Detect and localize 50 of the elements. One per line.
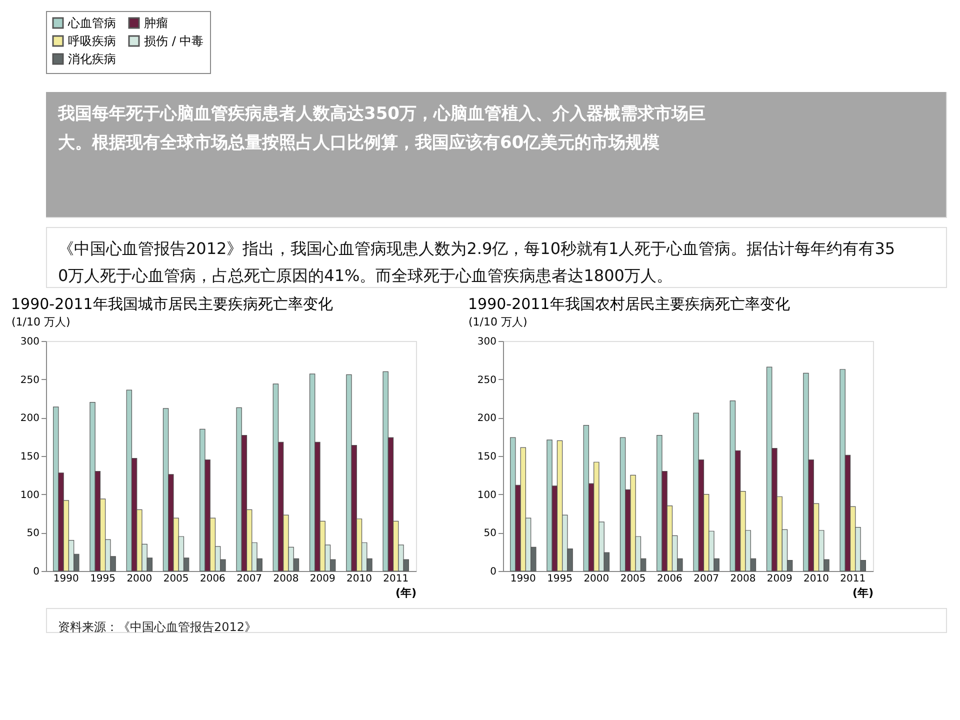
chart-title: 1990-2011年我国农村居民主要疾病死亡率变化 bbox=[468, 295, 790, 313]
x-axis-title: (年) bbox=[852, 586, 874, 600]
y-tick-label: 300 bbox=[477, 336, 496, 348]
x-tick-label: 2011 bbox=[383, 574, 409, 584]
y-tick-label: 300 bbox=[20, 336, 40, 348]
x-tick-label: 1990 bbox=[53, 574, 79, 584]
x-tick-label: 1995 bbox=[90, 574, 116, 584]
y-tick-label: 200 bbox=[20, 413, 40, 424]
x-tick-label: 2007 bbox=[236, 574, 262, 584]
y-tick-label: 250 bbox=[20, 374, 40, 386]
x-tick-label: 2000 bbox=[126, 574, 152, 584]
text: 《中国心血管报告2012》指出，我国心血管病现患人数为2.9亿，每10秒就有1人死于心血管病。据估计每年约有有350万人死于心血管病，占总死亡原因的41%。而全球死于心血管疾病患者达1800万人。 bbox=[58, 239, 896, 286]
x-tick-label: 2009 bbox=[310, 574, 336, 584]
y-tick-label: 100 bbox=[20, 490, 40, 501]
y-axis-title: (1/10 万人) bbox=[12, 316, 70, 328]
x-tick-label: 2010 bbox=[803, 574, 829, 584]
bar bbox=[620, 437, 626, 572]
x-tick-label: 1990 bbox=[510, 574, 536, 584]
x-tick-label: 2007 bbox=[694, 574, 720, 584]
x-tick-label: 1995 bbox=[547, 574, 573, 584]
x-tick-label: 2005 bbox=[163, 574, 189, 584]
y-tick-label: 50 bbox=[26, 528, 40, 540]
text: 我国每年死于心脑血管疾病患者人数高达350万，心脑血管植入、介入器械需求市场巨大。根据现有全球市场总量按照占人口比例算，我国应该有60亿美元的市场规模 bbox=[57, 104, 706, 153]
x-tick-label: 2011 bbox=[840, 574, 866, 584]
y-tick-label: 250 bbox=[477, 374, 496, 386]
y-tick-label: 150 bbox=[477, 452, 496, 462]
x-tick-label: 2008 bbox=[273, 574, 299, 584]
y-tick-label: 100 bbox=[477, 490, 496, 501]
legend-label: 消化疾病 bbox=[68, 52, 116, 66]
x-tick-label: 2010 bbox=[346, 574, 372, 584]
x-tick-label: 2000 bbox=[584, 574, 610, 584]
x-tick-label: 2008 bbox=[730, 574, 756, 584]
x-tick-label: 2009 bbox=[766, 574, 792, 584]
legend-label: 肿瘤 bbox=[144, 16, 168, 30]
bar bbox=[583, 425, 590, 572]
x-tick-label: 2006 bbox=[200, 574, 226, 584]
x-tick-label: 2006 bbox=[656, 574, 682, 584]
y-tick-label: 0 bbox=[490, 566, 496, 578]
legend-label: 心血管病 bbox=[67, 16, 116, 30]
legend-label: 损伤 / 中毒 bbox=[144, 34, 204, 48]
legend-label: 呼吸疾病 bbox=[68, 34, 116, 48]
y-tick-label: 150 bbox=[20, 452, 40, 462]
text: 资料来源：《中国心血管报告2012》 bbox=[58, 620, 257, 634]
x-axis-title: (年) bbox=[395, 586, 416, 600]
x-tick-label: 2005 bbox=[620, 574, 646, 584]
y-tick-label: 0 bbox=[33, 566, 40, 578]
y-tick-label: 200 bbox=[477, 413, 496, 424]
chart-title: 1990-2011年我国城市居民主要疾病死亡率变化 bbox=[11, 295, 333, 313]
y-tick-label: 50 bbox=[484, 528, 496, 540]
y-axis-title: (1/10 万人) bbox=[468, 316, 528, 328]
